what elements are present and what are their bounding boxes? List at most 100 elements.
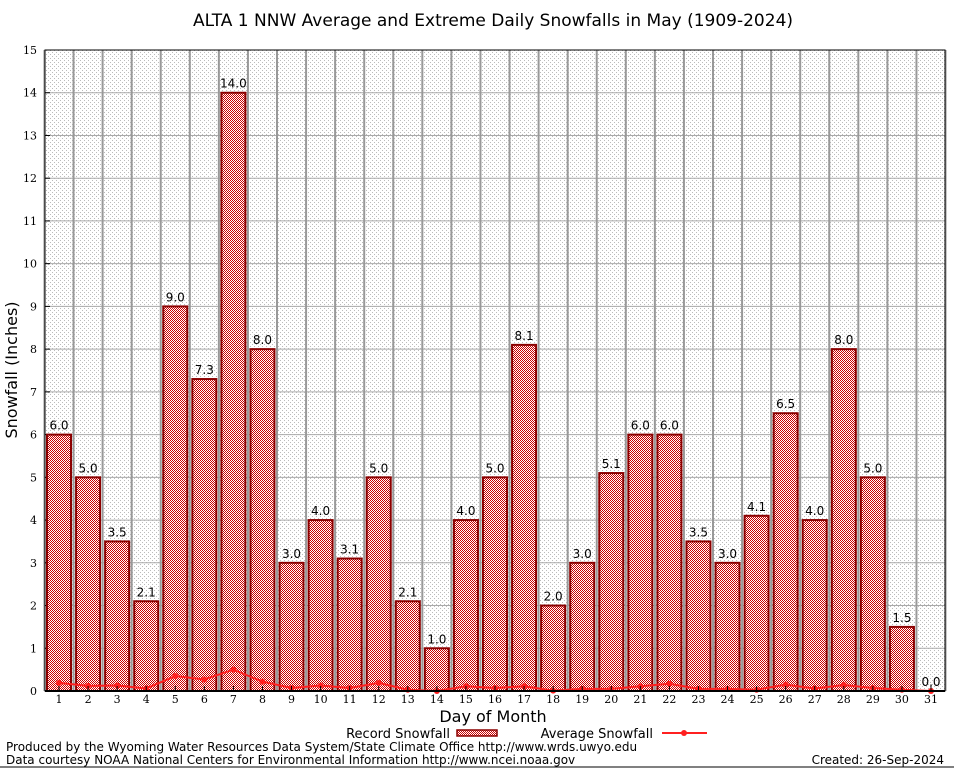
bar-value-label: 3.1 bbox=[340, 543, 359, 557]
record-bar bbox=[859, 476, 886, 693]
footer-created-date: Created: 26-Sep-2024 bbox=[812, 753, 944, 767]
y-tick-label: 12 bbox=[23, 172, 37, 185]
record-bar bbox=[162, 305, 189, 692]
x-tick-label: 30 bbox=[895, 693, 909, 706]
record-bar bbox=[133, 600, 160, 693]
record-bar bbox=[743, 514, 770, 692]
footer-producer: Produced by the Wyoming Water Resources … bbox=[6, 740, 637, 754]
record-bar bbox=[801, 519, 828, 692]
bar-value-label: 8.0 bbox=[253, 333, 272, 347]
x-tick-label: 1 bbox=[56, 693, 63, 706]
x-tick-label: 26 bbox=[779, 693, 793, 706]
bar-value-label: 2.1 bbox=[137, 585, 156, 599]
legend-average-marker bbox=[681, 730, 687, 736]
x-tick-label: 23 bbox=[691, 693, 705, 706]
average-point bbox=[56, 679, 62, 686]
bar-value-label: 3.0 bbox=[282, 547, 301, 561]
y-axis-label: Snowfall (Inches) bbox=[2, 301, 21, 438]
bar-value-label: 5.1 bbox=[602, 457, 621, 471]
legend: Record Snowfall Average Snowfall bbox=[346, 727, 707, 742]
record-bar bbox=[365, 476, 392, 693]
record-bar bbox=[685, 540, 712, 693]
bar-value-label: 14.0 bbox=[220, 77, 247, 91]
bar-value-label: 6.0 bbox=[631, 419, 650, 433]
x-tick-label: 3 bbox=[114, 693, 121, 706]
record-bar bbox=[598, 472, 625, 692]
record-bar bbox=[191, 378, 218, 692]
bar-value-label: 6.5 bbox=[776, 397, 795, 411]
record-bar bbox=[482, 476, 508, 693]
x-tick-label: 13 bbox=[401, 693, 415, 706]
bar-value-label: 5.0 bbox=[863, 461, 882, 475]
record-bar bbox=[452, 519, 479, 692]
bar-value-label: 8.0 bbox=[834, 333, 853, 347]
record-bar bbox=[46, 433, 72, 692]
x-tick-label: 24 bbox=[721, 693, 735, 706]
average-point bbox=[85, 682, 92, 689]
bar-value-label: 6.0 bbox=[660, 419, 679, 433]
x-tick-label: 18 bbox=[546, 693, 560, 706]
x-tick-label: 5 bbox=[172, 693, 179, 706]
x-tick-label: 12 bbox=[372, 693, 386, 706]
chart-title: ALTA 1 NNW Average and Extreme Daily Sno… bbox=[193, 11, 793, 31]
record-bar bbox=[220, 91, 247, 692]
x-axis-label: Day of Month bbox=[439, 707, 546, 726]
y-tick-label: 4 bbox=[30, 514, 37, 527]
average-point bbox=[840, 682, 847, 689]
x-tick-label: 21 bbox=[633, 693, 647, 706]
legend-record-label: Record Snowfall bbox=[346, 727, 450, 742]
bar-value-label: 7.3 bbox=[195, 363, 214, 377]
y-tick-label: 6 bbox=[30, 429, 37, 442]
y-tick-label: 5 bbox=[30, 471, 37, 484]
average-point bbox=[201, 676, 208, 683]
record-bar bbox=[75, 476, 102, 693]
y-tick-label: 1 bbox=[30, 642, 37, 655]
average-point bbox=[259, 678, 266, 685]
record-bar bbox=[714, 561, 741, 692]
record-bar bbox=[830, 348, 857, 692]
record-bar bbox=[511, 343, 538, 692]
x-tick-label: 29 bbox=[866, 693, 880, 706]
x-tick-label: 17 bbox=[517, 693, 531, 706]
legend-average-label: Average Snowfall bbox=[541, 727, 653, 742]
y-tick-label: 3 bbox=[30, 557, 37, 570]
bar-value-label: 2.0 bbox=[544, 590, 563, 604]
y-tick-label: 10 bbox=[23, 258, 37, 271]
x-tick-label: 28 bbox=[837, 693, 851, 706]
x-tick-label: 10 bbox=[314, 693, 328, 706]
record-bar bbox=[656, 433, 683, 692]
y-tick-label: 7 bbox=[30, 386, 37, 399]
bar-value-label: 1.0 bbox=[427, 632, 446, 646]
bar-value-label: 8.1 bbox=[515, 329, 534, 343]
average-point bbox=[782, 681, 789, 688]
x-tick-label: 19 bbox=[575, 693, 589, 706]
average-point bbox=[317, 682, 324, 689]
y-tick-label: 15 bbox=[23, 44, 37, 57]
record-bar bbox=[278, 561, 305, 692]
y-tick-label: 14 bbox=[23, 87, 37, 100]
y-tick-label: 0 bbox=[30, 685, 37, 698]
average-point bbox=[114, 682, 121, 689]
y-tick-label: 2 bbox=[30, 600, 37, 613]
y-tick-label: 11 bbox=[23, 215, 37, 228]
record-bar bbox=[307, 519, 334, 692]
x-tick-label: 20 bbox=[604, 693, 618, 706]
x-tick-label: 6 bbox=[201, 693, 208, 706]
x-tick-label: 9 bbox=[288, 693, 295, 706]
record-bar bbox=[249, 348, 276, 692]
record-bar bbox=[772, 412, 799, 692]
legend-record-swatch bbox=[456, 729, 498, 737]
bar-value-label: 3.5 bbox=[108, 525, 127, 539]
bar-value-label: 9.0 bbox=[166, 290, 185, 304]
record-bar bbox=[888, 625, 915, 693]
average-point bbox=[230, 666, 237, 673]
record-bar bbox=[569, 561, 596, 692]
y-tick-label: 9 bbox=[30, 300, 37, 313]
x-tick-label: 16 bbox=[488, 693, 502, 706]
average-point bbox=[666, 680, 673, 687]
bar-value-label: 2.1 bbox=[398, 585, 417, 599]
record-bar bbox=[394, 600, 421, 693]
bar-value-label: 3.0 bbox=[573, 547, 592, 561]
bar-series: 6.0 5.0 3.5 2.1 9.0 7.3 14.0 8.0 3.0 4.0 3.1 5.0 2.1… bbox=[46, 77, 941, 693]
